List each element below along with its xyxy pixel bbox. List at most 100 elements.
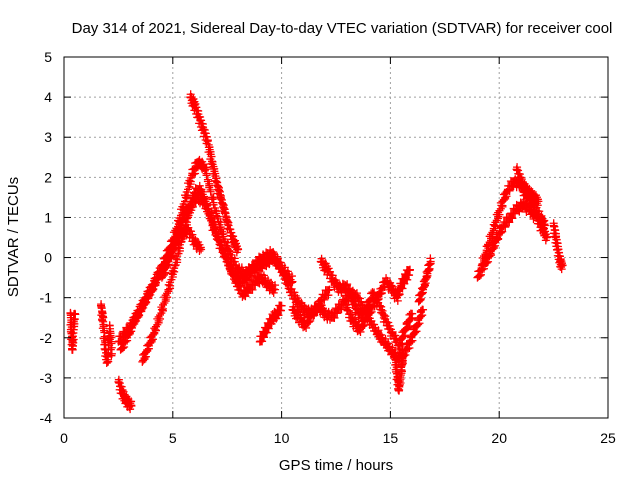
data-point [355,294,364,303]
x-tick-label: 10 [274,430,290,446]
data-point [206,185,215,194]
data-point [262,328,271,337]
data-point [363,314,372,323]
data-point [214,182,223,191]
data-point [350,297,359,306]
data-point [130,319,139,328]
data-point [211,228,220,237]
data-point [218,245,227,254]
data-point [187,227,196,236]
data-point [324,286,333,295]
data-point [127,327,136,336]
data-point [379,310,388,319]
data-point [175,236,184,245]
data-point [209,198,218,207]
data-point [212,229,221,238]
data-point [484,244,493,253]
data-point [222,213,231,222]
data-point [208,219,217,228]
data-point [215,237,224,246]
data-point [344,284,353,293]
data-point [162,261,171,270]
data-point [396,375,405,384]
data-point [170,267,179,276]
y-tick-label: 4 [44,89,52,105]
data-point [400,279,409,288]
data-point [487,234,496,243]
data-point [200,126,209,135]
data-point [381,312,390,321]
data-point [203,205,212,214]
data-point [161,295,170,304]
data-point [405,265,414,274]
data-point [127,401,136,410]
data-point [367,307,376,316]
data-point [385,321,394,330]
data-point [558,261,567,270]
data-point [213,212,222,221]
data-point [330,313,339,322]
data-point [203,136,212,145]
data-point [498,201,507,210]
data-point [404,271,413,280]
data-point [271,285,280,294]
data-point [167,252,176,261]
data-point [223,217,232,226]
data-point [196,112,205,121]
data-point [320,295,329,304]
y-axis-label: SDTVAR / TECUs [5,177,22,297]
x-tick-label: 0 [60,430,68,446]
data-point [134,312,143,321]
data-point [352,302,361,311]
data-point [398,356,407,365]
data-point [227,228,236,237]
data-point [508,214,517,223]
data-point [197,245,206,254]
data-point [168,251,177,260]
x-tick-label: 15 [383,430,399,446]
data-point [479,256,488,265]
data-point [423,271,432,280]
data-point [360,320,369,329]
data-point [302,323,311,332]
data-point [258,337,267,346]
data-point [202,199,211,208]
data-point [416,294,425,303]
data-point [215,187,224,196]
data-point [144,344,153,353]
data-point [418,288,427,297]
data-point [219,246,228,255]
data-point [161,268,170,277]
data-point [501,193,510,202]
y-tick-label: 3 [44,129,52,145]
data-point [384,318,393,327]
data-point [425,264,434,273]
y-tick-label: 2 [44,169,52,185]
plot-frame [63,56,609,419]
data-point [489,242,498,251]
data-point [234,245,243,254]
data-point [218,200,227,209]
data-point [378,306,387,315]
data-point [214,233,223,242]
data-point [505,186,514,195]
y-tick-label: 1 [44,209,52,225]
data-point [151,326,160,335]
data-point [186,177,195,186]
data-point [104,357,113,366]
data-point [534,197,543,206]
data-point [494,234,503,243]
data-point [419,305,428,314]
data-point [205,209,214,218]
data-point [501,223,510,232]
data-point [357,297,366,306]
data-point [173,255,182,264]
x-axis-label: GPS time / hours [279,457,393,474]
data-point [214,183,223,192]
data-point [426,257,435,266]
data-point [216,191,225,200]
data-point [333,309,342,318]
x-tick-label: 5 [169,430,177,446]
data-point [205,143,214,152]
data-point [370,320,379,329]
